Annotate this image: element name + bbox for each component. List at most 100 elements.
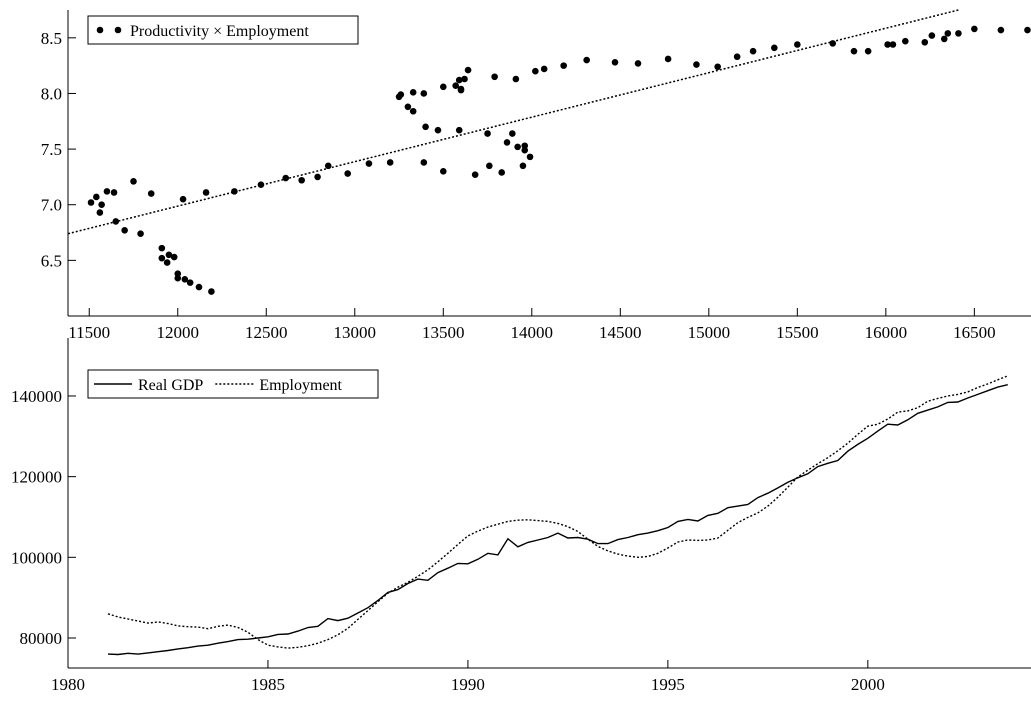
point — [147, 190, 155, 197]
y-tick-label: 6.5 — [41, 251, 62, 270]
point — [693, 61, 700, 68]
series-line — [107, 375, 1009, 649]
point — [829, 40, 837, 47]
point — [257, 181, 265, 188]
point — [503, 139, 511, 146]
point — [461, 75, 468, 83]
fit-line — [67, 9, 959, 235]
point — [940, 35, 948, 43]
point — [420, 159, 428, 166]
point — [397, 91, 405, 98]
legend-marker — [96, 26, 104, 34]
x-tick-label: 16000 — [865, 323, 908, 342]
legend-label: Productivity × Employment — [130, 23, 309, 40]
point — [181, 275, 189, 283]
point — [170, 253, 178, 261]
point — [794, 41, 801, 48]
y-tick-label: 8.5 — [41, 29, 62, 48]
y-tick-label: 8.0 — [41, 84, 62, 103]
point — [158, 254, 166, 262]
point — [971, 25, 978, 33]
y-tick-label: 80000 — [20, 629, 63, 648]
point — [512, 75, 520, 83]
point — [195, 283, 203, 291]
point — [231, 188, 238, 195]
point — [771, 44, 778, 52]
legend-marker — [114, 26, 122, 34]
point — [997, 26, 1005, 34]
point — [179, 195, 187, 203]
point — [928, 32, 936, 39]
x-tick-label: 13000 — [334, 323, 377, 342]
x-tick-label: 14000 — [511, 323, 554, 342]
point — [344, 170, 351, 177]
legend-label: Employment — [259, 377, 342, 394]
x-tick-label: 1985 — [251, 675, 285, 694]
point — [884, 41, 891, 48]
point — [850, 47, 858, 55]
x-tick-label: 2000 — [851, 675, 885, 694]
point — [324, 162, 332, 170]
point — [491, 73, 498, 81]
point — [130, 178, 137, 185]
x-tick-label: 14500 — [599, 323, 642, 342]
point — [439, 168, 447, 175]
point — [519, 162, 527, 170]
point — [471, 171, 479, 178]
point — [749, 47, 757, 55]
series-line — [107, 384, 1008, 656]
point — [664, 55, 672, 63]
point — [944, 30, 952, 37]
point — [434, 126, 442, 134]
point — [509, 130, 516, 137]
x-tick-label: 13500 — [422, 323, 465, 342]
point — [96, 209, 104, 216]
point — [93, 193, 100, 201]
point — [208, 288, 215, 295]
point — [365, 160, 373, 167]
point — [733, 53, 741, 61]
point — [110, 189, 118, 196]
point — [174, 274, 182, 282]
point — [455, 126, 463, 134]
point — [1024, 26, 1031, 34]
point — [540, 65, 548, 73]
point — [409, 107, 417, 115]
y-tick-label: 7.5 — [41, 140, 62, 159]
point — [98, 201, 105, 209]
x-tick-label: 12500 — [245, 323, 288, 342]
x-tick-label: 15000 — [688, 323, 731, 342]
point — [404, 103, 412, 111]
x-tick-label: 1990 — [451, 675, 485, 694]
point — [484, 130, 491, 137]
point — [314, 173, 321, 181]
point — [409, 89, 417, 96]
point — [87, 199, 95, 206]
point — [955, 30, 962, 37]
x-tick-label: 15500 — [776, 323, 819, 342]
point — [889, 41, 897, 48]
point — [158, 244, 166, 252]
point — [457, 86, 465, 94]
point — [165, 251, 173, 259]
point — [137, 230, 144, 237]
point — [486, 162, 493, 170]
point — [526, 153, 534, 161]
y-tick-label: 140000 — [11, 387, 62, 406]
point — [455, 76, 463, 84]
x-tick-label: 16500 — [953, 323, 996, 342]
point — [864, 47, 872, 55]
point — [103, 188, 111, 195]
point — [921, 38, 929, 46]
point — [902, 37, 909, 45]
point — [464, 66, 472, 74]
x-tick-label: 11500 — [68, 323, 110, 342]
point — [714, 63, 721, 71]
point — [634, 60, 642, 67]
x-tick-label: 12000 — [157, 323, 200, 342]
point — [560, 62, 567, 69]
point — [514, 143, 521, 151]
y-tick-label: 7.0 — [41, 196, 62, 215]
y-tick-label: 120000 — [11, 468, 62, 487]
legend-box — [87, 15, 359, 45]
